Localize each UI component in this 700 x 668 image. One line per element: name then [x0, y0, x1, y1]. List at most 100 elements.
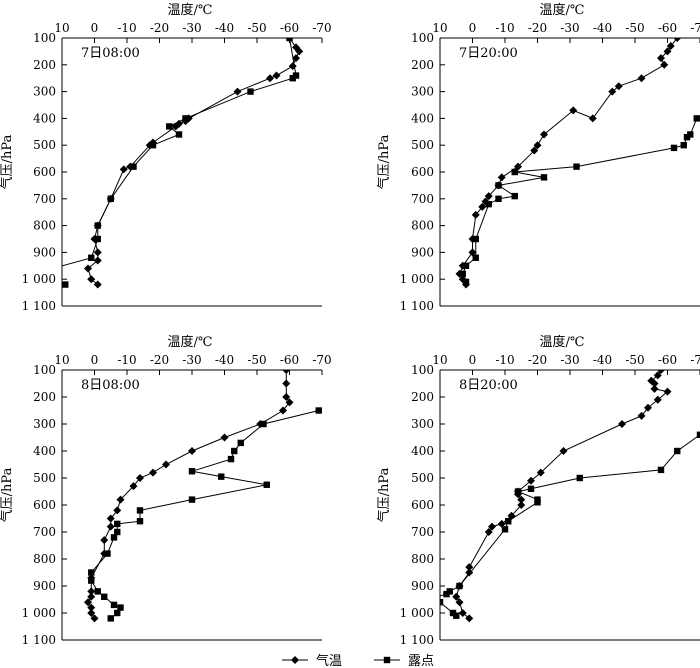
y-tick-label: 700: [411, 525, 434, 539]
dewpoint-point: [88, 569, 95, 576]
y-tick-label: 1 100: [400, 299, 434, 313]
dewpoint-point: [110, 601, 118, 609]
dewpoint-point: [188, 496, 196, 503]
x-tick-label: -30: [182, 353, 201, 367]
y-tick-label: 700: [33, 525, 56, 539]
dewpoint-point: [315, 407, 322, 414]
x-tick-label: -40: [215, 353, 234, 367]
temperature-point: [93, 256, 102, 265]
temperature-point: [266, 74, 274, 83]
temperature-point: [282, 393, 291, 401]
temperature-point: [657, 370, 665, 374]
y-tick-label: 900: [411, 579, 434, 593]
panel-3: 10 0 -10 -20 -30 -40 -50 -60 -701002003004005006…: [0, 334, 332, 647]
dewpoint-point: [182, 115, 189, 122]
y-tick-label: 200: [33, 390, 56, 404]
y-tick-label: 800: [33, 219, 56, 233]
temperature-point: [588, 114, 597, 123]
temperature-point: [559, 447, 568, 455]
dewpoint-point: [459, 270, 466, 278]
dewpoint-point: [88, 254, 95, 261]
temperature-point: [465, 568, 474, 577]
y-tick-label: 100: [411, 363, 434, 377]
dewpoint-point: [472, 235, 479, 243]
dewpoint-point: [94, 222, 101, 229]
temperature-point: [87, 592, 96, 601]
dewpoint-point: [453, 612, 460, 619]
dewpoint-point: [136, 518, 144, 525]
temperature-point: [666, 42, 675, 51]
dewpoint-point: [107, 195, 114, 202]
temperature-point: [488, 522, 496, 531]
x-tick-label: -50: [247, 353, 266, 367]
temperature-point: [650, 379, 659, 388]
dewpoint-point: [263, 481, 270, 488]
y-tick-label: 900: [411, 245, 434, 259]
temperature-point: [653, 371, 662, 380]
y-tick-label: 300: [411, 417, 434, 431]
legend: 气温 露点: [282, 653, 434, 668]
temperature-point: [653, 395, 662, 404]
x-tick-label: -60: [658, 353, 677, 367]
temperature-point: [569, 106, 578, 115]
y-tick-label: 500: [411, 471, 434, 485]
x-tick-label: -70: [690, 353, 700, 367]
temperature-point: [527, 476, 535, 485]
temperature-point: [458, 609, 467, 617]
temperature-point: [87, 587, 96, 596]
y-tick-label: 300: [33, 417, 56, 431]
y-tick-label: 300: [411, 85, 434, 99]
temperature-point: [87, 603, 96, 612]
x-tick-label: -70: [312, 21, 331, 35]
dewpoint-point: [696, 431, 700, 438]
temperature-point: [93, 248, 102, 257]
x-tick-label: -60: [280, 353, 299, 367]
temperature-point: [660, 60, 669, 69]
dewpoint-point: [511, 192, 518, 200]
dewpoint-point: [495, 195, 502, 202]
dewpoint-point: [136, 507, 144, 514]
plot-area: [49, 38, 304, 289]
dewpoint-point: [514, 488, 522, 495]
x-tick-label: -60: [280, 21, 299, 35]
y-tick-label: 200: [411, 390, 434, 404]
dewpoint-point: [88, 577, 95, 584]
temperature-point: [663, 387, 672, 396]
temperature-point: [295, 47, 304, 56]
temperature-point: [279, 406, 287, 415]
panel-label: 8日20:00: [459, 378, 518, 393]
x-tick-label: -60: [658, 21, 677, 35]
temperature-point: [136, 474, 144, 482]
x-tick-label: -70: [690, 21, 700, 35]
temperature-point: [497, 173, 506, 182]
temperature-point: [188, 447, 196, 455]
x-tick-label: 0: [91, 353, 99, 367]
temperature-line: [87, 38, 300, 285]
y-tick-label: 1 000: [400, 272, 434, 286]
temperature-point: [517, 501, 526, 509]
dewpoint-point: [114, 520, 121, 528]
temperature-point: [478, 202, 487, 211]
x-tick-label: -30: [182, 21, 201, 35]
temperature-point: [106, 514, 115, 523]
dewpoint-point: [670, 144, 678, 152]
temperature-point: [637, 411, 646, 420]
dewpoint-point: [114, 528, 121, 536]
plot-area: [440, 370, 700, 623]
dewpoint-point: [49, 265, 55, 271]
dewpoint-point: [511, 168, 518, 176]
temperature-point: [233, 87, 242, 96]
dewpoint-point: [505, 518, 512, 525]
panel-label: 8日08:00: [81, 378, 140, 393]
x-tick-label: -40: [593, 353, 612, 367]
temperature-point: [87, 609, 96, 617]
temperature-point: [540, 130, 548, 139]
y-axis-title: 气压/hPa: [0, 467, 15, 522]
y-tick-label: 400: [33, 444, 56, 458]
dewpoint-point: [501, 526, 509, 533]
y-tick-label: 800: [411, 219, 434, 233]
temperature-point: [272, 71, 281, 80]
temperature-point: [84, 598, 92, 607]
temperature-point: [673, 38, 682, 42]
dewpoint-point: [117, 604, 124, 611]
